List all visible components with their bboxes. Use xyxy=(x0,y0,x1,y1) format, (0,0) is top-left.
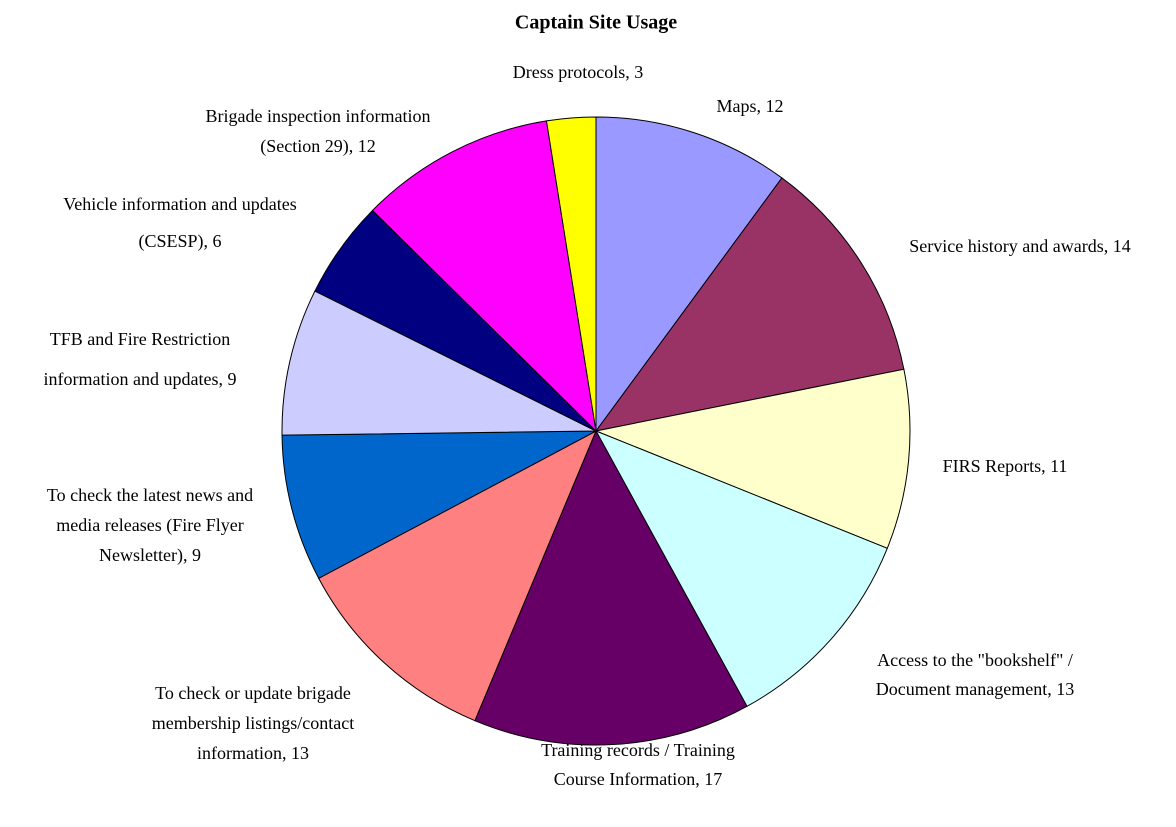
slice-label: Course Information, 17 xyxy=(554,769,722,789)
slice-label: (Section 29), 12 xyxy=(260,136,375,157)
slice-label: Maps, 12 xyxy=(717,96,784,116)
pie-slice xyxy=(371,120,597,433)
pie-slice xyxy=(318,429,598,722)
pie-slice xyxy=(281,430,597,580)
slice-label: Service history and awards, 14 xyxy=(909,236,1130,256)
slice-label: Access to the "bookshelf" / xyxy=(877,650,1073,670)
pie-slice xyxy=(595,116,783,433)
slice-label: FIRS Reports, 11 xyxy=(943,456,1068,476)
pie-slice xyxy=(545,116,597,432)
slice-label: Document management, 13 xyxy=(876,679,1074,699)
slice-label: TFB and Fire Restriction xyxy=(50,329,230,349)
slice-label: Dress protocols, 3 xyxy=(513,62,643,82)
pie-slice xyxy=(594,430,888,707)
slice-label: Training records / Training xyxy=(541,740,735,760)
chart-title: Captain Site Usage xyxy=(515,12,677,34)
slice-label: Brigade inspection information xyxy=(206,106,431,126)
slice-label: To check the latest news and xyxy=(47,485,253,505)
pie-slice xyxy=(594,177,905,432)
pie-slice xyxy=(594,368,911,549)
slice-label: Newsletter), 9 xyxy=(99,545,201,566)
pie-slice xyxy=(474,429,748,746)
slice-label: (CSESP), 6 xyxy=(138,231,221,252)
pie-slice xyxy=(281,290,597,436)
slice-label: information and updates, 9 xyxy=(44,369,237,389)
slice-label: membership listings/contact xyxy=(152,713,354,733)
slice-label: Vehicle information and updates xyxy=(63,194,296,214)
slice-label: media releases (Fire Flyer xyxy=(56,515,243,536)
slice-label: information, 13 xyxy=(197,743,309,763)
slice-label: To check or update brigade xyxy=(155,683,351,703)
